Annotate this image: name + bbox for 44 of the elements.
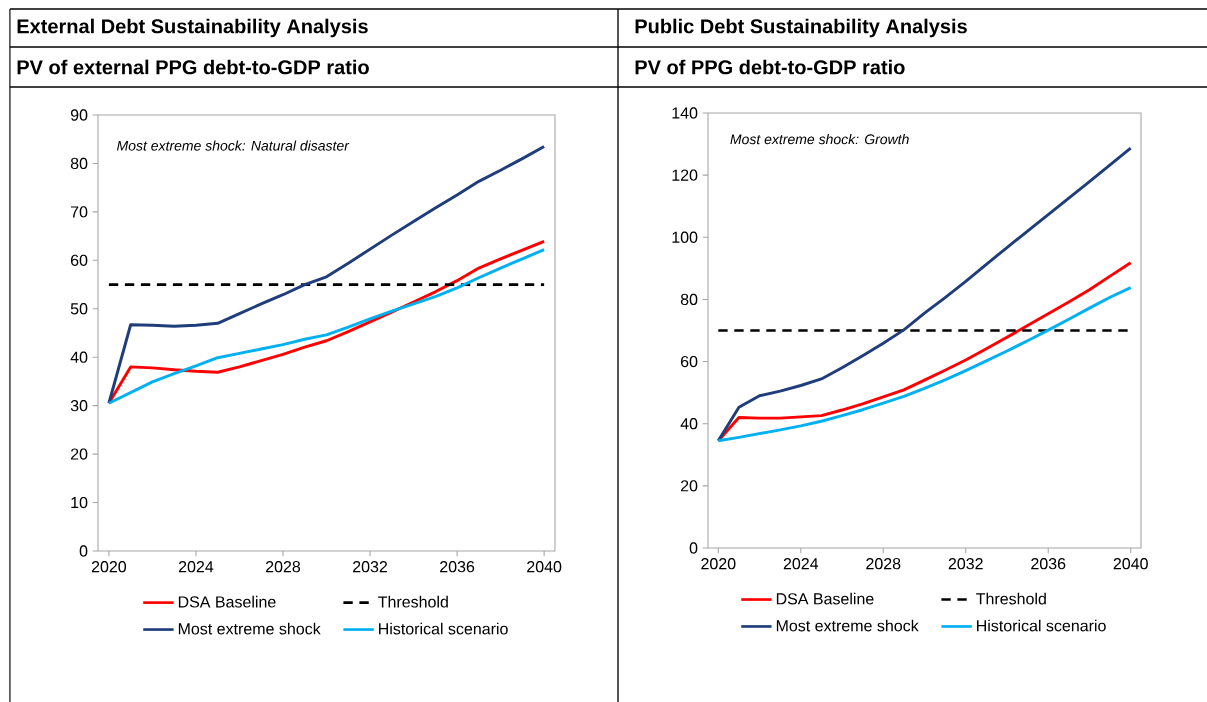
y-tick-label: 60 (70, 254, 88, 266)
chart-subtitle: PV of external PPG debt-to-GDP ratio (17, 59, 369, 75)
y-tick-label: 80 (70, 157, 88, 170)
y-tick-label: 40 (680, 418, 698, 430)
y-tick-label: 10 (71, 496, 88, 509)
x-tick-label: 2028 (866, 558, 901, 570)
y-tick-label: 140 (672, 107, 698, 119)
y-tick-label: 120 (672, 169, 698, 181)
legend-label: Historical scenario (379, 622, 508, 635)
y-tick-label: 0 (79, 545, 88, 557)
y-tick-label: 70 (70, 206, 88, 218)
legend-label: Threshold (378, 595, 448, 608)
y-tick-label: 30 (70, 400, 88, 412)
x-tick-label: 2020 (701, 558, 736, 570)
x-tick-label: 2040 (527, 561, 562, 573)
chart-subtitle: PV of PPG debt-to-GDP ratio (635, 59, 905, 75)
annotation: Most extreme shock: Growth (730, 133, 909, 145)
y-tick-label: 80 (680, 293, 698, 306)
legend-label: Most extreme shock (776, 619, 919, 632)
x-tick-label: 2036 (1031, 558, 1066, 570)
x-tick-label: 2032 (353, 561, 388, 573)
x-tick-label: 2020 (91, 561, 127, 573)
annotation: Most extreme shock: Natural disaster (116, 140, 350, 151)
y-tick-label: 50 (70, 303, 88, 315)
y-tick-label: 20 (70, 448, 88, 460)
x-tick-label: 2040 (1113, 558, 1148, 570)
y-tick-label: 0 (689, 542, 698, 554)
chart-title: External Debt Sustainability Analysis (17, 18, 368, 38)
chart-title: Public Debt Sustainability Analysis (635, 18, 967, 38)
legend-label: DSA Baseline (776, 592, 874, 605)
x-tick-label: 2024 (178, 561, 214, 573)
x-tick-label: 2024 (783, 558, 819, 570)
legend-label: Most extreme shock (178, 622, 321, 635)
y-tick-label: 60 (680, 355, 698, 368)
x-tick-label: 2028 (265, 561, 301, 573)
y-tick-label: 40 (70, 351, 88, 363)
y-tick-label: 90 (70, 109, 88, 121)
x-tick-label: 2036 (440, 561, 475, 573)
legend-label: DSA Baseline (178, 595, 276, 608)
y-tick-label: 100 (672, 231, 698, 243)
y-tick-label: 20 (680, 480, 698, 492)
x-tick-label: 2032 (948, 558, 983, 570)
legend-label: Historical scenario (977, 619, 1106, 632)
legend-label: Threshold (976, 592, 1046, 605)
